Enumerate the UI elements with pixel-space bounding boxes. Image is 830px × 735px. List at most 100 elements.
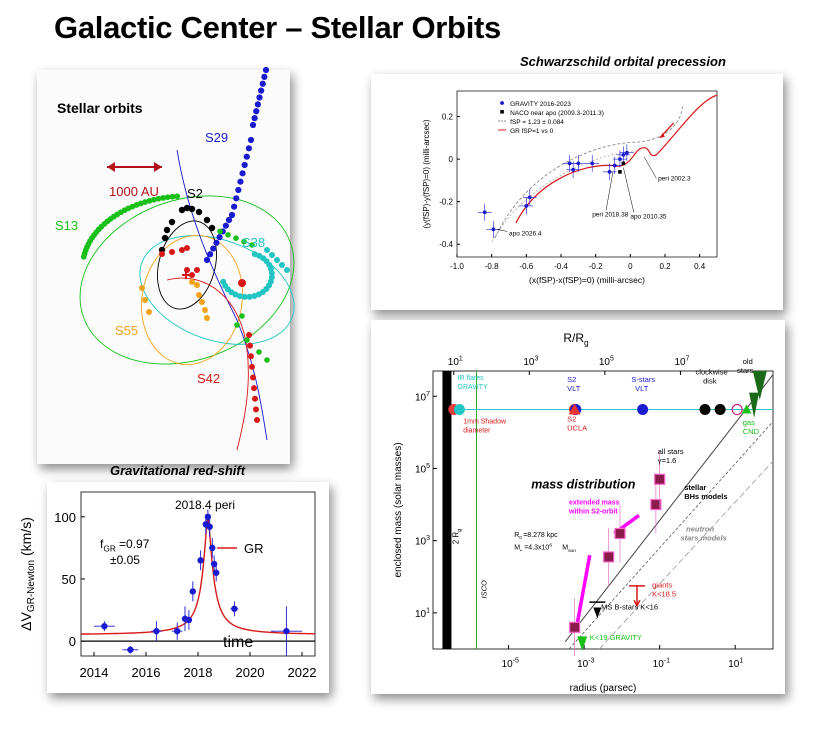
label-s2: S2 — [187, 186, 203, 201]
bh-mass-point — [637, 404, 649, 416]
y-tick-label-sup: 5 — [426, 463, 430, 470]
scale-label: 1000 AU — [109, 184, 159, 199]
fit-error: ±0.05 — [110, 553, 140, 567]
s42-dot — [250, 374, 256, 381]
mass-square-point — [654, 473, 666, 485]
s55-dot — [139, 285, 145, 291]
label-all-stars: all stars — [658, 447, 684, 456]
s29-dot — [243, 153, 250, 160]
orbit-s38 — [139, 235, 295, 345]
s42-dot — [248, 353, 254, 360]
s29-dot — [249, 121, 257, 129]
label-sstars: S-stars — [631, 375, 655, 384]
x-tick-label: -0.6 — [519, 262, 533, 271]
y-tick-label: 105 — [415, 463, 430, 476]
redshift-point — [153, 627, 160, 635]
s42-dot — [238, 279, 246, 287]
x-tick-label: 2016 — [132, 665, 161, 680]
legend-gravity-marker — [500, 101, 504, 105]
s29-dot — [213, 239, 220, 246]
top-tick-label: 105 — [599, 356, 614, 369]
s29-dot — [258, 87, 265, 94]
annotation-leader — [643, 156, 657, 179]
s13-dot — [241, 238, 247, 245]
label-giants-2: K<18.5 — [652, 590, 676, 599]
label-mbh: M• — [514, 545, 522, 554]
x-tick-label-sup: -5 — [513, 658, 519, 665]
x-tick-label-sup: -3 — [588, 658, 594, 665]
stellar-bh-line — [568, 421, 774, 650]
x-tick-label-sup: -1 — [664, 658, 670, 665]
legend-gr-label: GR fSP=1 vs 0 — [510, 128, 554, 135]
s38-dot — [241, 293, 248, 300]
peri-label: 2018.4 peri — [175, 498, 235, 512]
s42-dot — [189, 272, 195, 278]
s38-dot — [279, 262, 285, 268]
precession-title: Schwarzschild orbital precession — [520, 54, 726, 69]
gravity-point — [618, 157, 622, 162]
legend-fsp-label: fSP = 1.23 ± 0.084 — [510, 119, 564, 126]
annotation-apo-2010: apo 2010.35 — [630, 214, 667, 221]
s29-dot — [233, 195, 240, 202]
s29-dot — [251, 115, 258, 122]
label-mbh-unit-sub: sun — [568, 549, 576, 554]
x-tick-label: 2014 — [80, 665, 109, 680]
label-s13: S13 — [55, 218, 78, 233]
s2-dot — [195, 208, 203, 216]
all-stars-line — [564, 374, 774, 643]
s29-dot — [222, 222, 229, 229]
neutron-star-line — [598, 460, 774, 650]
s13-dot — [264, 357, 270, 363]
s29-dot — [203, 256, 211, 264]
s13-dot — [249, 242, 255, 248]
redshift-point — [206, 523, 213, 530]
s2-dot — [183, 204, 191, 212]
label-neutron-2: stars models — [680, 534, 726, 543]
label-extended-mass-2: within S2-orbit — [568, 509, 618, 516]
redshift-point — [231, 605, 238, 612]
s42-dot — [194, 267, 200, 273]
s2-dot — [203, 216, 211, 224]
redshift-point — [209, 544, 216, 552]
gr-model-curve — [81, 516, 315, 635]
x-tick-label: 10-1 — [653, 658, 670, 671]
label-shadow-2: diameter — [463, 427, 491, 434]
mass-y-axis-label: enclosed mass (solar masses) — [393, 442, 404, 577]
s2-dot — [188, 205, 196, 213]
old-stars-triangle-icon — [752, 371, 767, 400]
mass-distribution-panel: R/Rg 101 103 105 107 10-5 10-3 10-1 101 radius (p… — [371, 320, 785, 694]
y-tick-label: 0 — [449, 155, 454, 164]
naco-point — [621, 161, 626, 166]
s38-dot — [269, 252, 275, 258]
scale-arrow-right-icon — [154, 162, 162, 172]
precession-x-axis-label: (x(fSP)-x(fSP)=0) (milli-arcsec) — [529, 275, 645, 285]
s55-dot — [146, 309, 152, 315]
s42-dot — [253, 406, 259, 413]
legend-naco-label: NACO near apo (2009.3-2011.3) — [510, 110, 604, 117]
gravity-point — [571, 167, 576, 172]
precession-y-axis-label: (y(fSP)-y(fSP)=0) (milli-arcsec) — [422, 119, 431, 228]
s38-dot — [220, 278, 227, 285]
redshift-point — [174, 627, 181, 635]
annotation-peri-2002: peri 2002.3 — [658, 175, 691, 182]
redshift-point — [210, 560, 218, 568]
s29-dot — [216, 234, 223, 241]
s13-dot — [217, 228, 223, 235]
gravity-point — [621, 152, 626, 157]
s29-dot — [259, 80, 266, 87]
s42-dot — [247, 342, 253, 349]
gravity-point — [491, 227, 496, 232]
label-k19: K<19 GRAVITY — [590, 633, 642, 642]
bh-mass-point — [453, 404, 465, 416]
s42-dot — [251, 385, 257, 392]
label-s2-ucla-2: UCLA — [567, 424, 587, 433]
label-sstars-2: VLT — [635, 384, 649, 393]
s2-ucla-triangle-icon — [568, 403, 581, 415]
mass-square-point — [569, 621, 581, 633]
time-label: time — [223, 634, 253, 651]
event-horizon-bar — [442, 371, 452, 649]
x-tick-label: 10-5 — [502, 658, 519, 671]
y-tick-label-sup: 7 — [426, 391, 430, 398]
s38-dot — [274, 257, 280, 263]
